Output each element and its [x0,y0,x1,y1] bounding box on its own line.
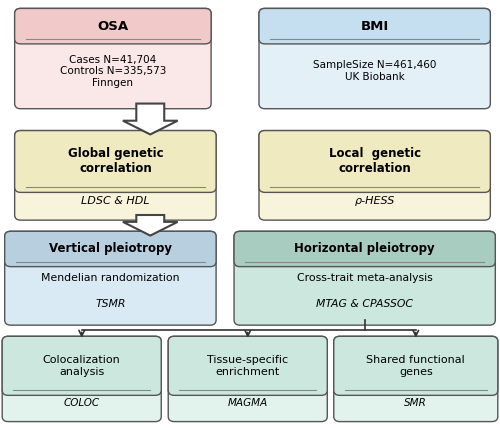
Text: COLOC: COLOC [64,398,100,408]
Text: MAGMA: MAGMA [228,398,268,408]
Bar [10,368,153,390]
FancyBboxPatch shape [168,336,328,421]
FancyBboxPatch shape [168,336,328,395]
Text: Cross-trait meta-analysis: Cross-trait meta-analysis [297,273,432,283]
FancyBboxPatch shape [14,9,211,44]
Bar [268,164,482,187]
Polygon shape [123,104,178,135]
FancyBboxPatch shape [259,9,490,44]
Polygon shape [123,215,178,236]
FancyBboxPatch shape [234,231,495,325]
Text: TSMR: TSMR [95,298,126,309]
Text: OSA: OSA [98,20,128,33]
FancyBboxPatch shape [334,336,498,395]
Text: Horizontal pleiotropy: Horizontal pleiotropy [294,243,435,255]
FancyBboxPatch shape [4,231,216,325]
Bar [342,368,490,390]
Text: Shared functional
genes: Shared functional genes [366,355,465,377]
Bar [242,250,487,261]
Bar [176,368,319,390]
FancyBboxPatch shape [2,336,161,395]
FancyBboxPatch shape [4,231,216,267]
Text: LDSC & HDL: LDSC & HDL [81,196,150,206]
Text: Vertical pleiotropy: Vertical pleiotropy [49,243,172,255]
Bar [23,28,203,39]
Text: Cases N=41,704
Controls N=335,573
Finngen: Cases N=41,704 Controls N=335,573 Finnge… [60,55,166,88]
FancyBboxPatch shape [259,9,490,109]
Bar [13,250,207,261]
Text: BMI: BMI [360,20,389,33]
Text: Local  genetic
correlation: Local genetic correlation [328,147,420,175]
FancyBboxPatch shape [259,131,490,192]
Text: Tissue-specific
enrichment: Tissue-specific enrichment [207,355,288,377]
FancyBboxPatch shape [2,336,161,421]
Text: SampleSize N=461,460
UK Biobank: SampleSize N=461,460 UK Biobank [313,60,436,82]
Bar [23,164,208,187]
FancyBboxPatch shape [259,131,490,220]
FancyBboxPatch shape [234,231,495,267]
Text: Colocalization
analysis: Colocalization analysis [43,355,120,377]
Text: MTAG & CPASSOC: MTAG & CPASSOC [316,298,413,309]
FancyBboxPatch shape [14,9,211,109]
Text: Global genetic
correlation: Global genetic correlation [68,147,163,175]
FancyBboxPatch shape [14,131,216,192]
FancyBboxPatch shape [334,336,498,421]
Bar [268,28,482,39]
FancyBboxPatch shape [14,131,216,220]
Text: ρ-HESS: ρ-HESS [354,196,395,206]
Text: Mendelian randomization: Mendelian randomization [41,273,179,283]
Text: SMR: SMR [404,398,427,408]
